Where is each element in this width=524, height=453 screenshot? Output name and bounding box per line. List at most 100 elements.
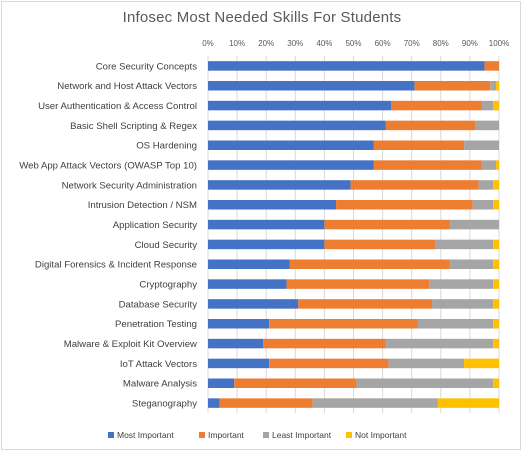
bar-segment xyxy=(481,160,497,170)
bar-segment xyxy=(208,398,220,408)
category-label: OS Hardening xyxy=(136,141,197,152)
category-label: Penetration Testing xyxy=(115,319,197,330)
legend-label: Most Important xyxy=(117,430,174,440)
bar-segment xyxy=(336,200,473,210)
legend-swatch xyxy=(263,432,269,438)
bar-segment xyxy=(286,279,430,289)
category-label: Database Security xyxy=(119,299,198,310)
category-label: Digital Forensics & Incident Response xyxy=(35,260,197,271)
bar-segment xyxy=(208,219,325,230)
bar-segment xyxy=(269,358,389,369)
bar-segment xyxy=(208,299,299,309)
bar-segment xyxy=(298,299,433,309)
x-axis-ticks: 0% 10% 20% 30% 40% 50% 60% 70% 80% 90% 100% xyxy=(202,39,509,48)
bar-segment xyxy=(391,100,482,111)
legend-label: Not Important xyxy=(355,430,407,440)
grid-lines xyxy=(207,56,500,413)
bar-segment xyxy=(490,81,497,91)
category-label: Web App Attack Vectors (OWASP Top 10) xyxy=(19,160,197,171)
category-label: Network and Host Attack Vectors xyxy=(57,81,197,92)
bar-segment xyxy=(208,100,392,111)
category-label: User Authentication & Access Control xyxy=(38,101,197,112)
x-tick-label: 50% xyxy=(345,39,361,48)
x-tick-label: 70% xyxy=(404,39,420,48)
bar-segment xyxy=(478,180,494,190)
bar-segment xyxy=(312,398,438,408)
bar-segment xyxy=(493,259,499,269)
bar-segment xyxy=(373,140,465,150)
bar-segment xyxy=(208,180,351,190)
bar-segment xyxy=(414,81,491,91)
x-tick-label: 90% xyxy=(462,39,478,48)
category-label: Malware & Exploit Kit Overview xyxy=(64,339,197,350)
bar-segment xyxy=(269,319,418,329)
category-label: IoT Attack Vectors xyxy=(120,359,197,370)
category-label: Intrusion Detection / NSM xyxy=(88,200,197,211)
bar-segment xyxy=(208,160,374,170)
bar-segment xyxy=(356,378,494,388)
bar-segment xyxy=(208,140,374,150)
bar-segment xyxy=(493,319,499,329)
bar-segment xyxy=(208,200,337,210)
bar-segment xyxy=(434,239,494,250)
bar-segment xyxy=(289,259,450,269)
x-tick-label: 10% xyxy=(229,39,245,48)
legend-label: Important xyxy=(208,430,245,440)
bar-segment xyxy=(219,398,313,408)
bar-segment xyxy=(324,219,450,230)
bar-segment xyxy=(432,299,494,309)
x-tick-label: 80% xyxy=(433,39,449,48)
bar-segment xyxy=(350,180,479,190)
bar-segment xyxy=(493,239,499,250)
legend-swatch xyxy=(199,432,205,438)
bar-segment xyxy=(208,338,264,349)
bar-segment xyxy=(481,100,494,111)
bar-segment xyxy=(385,120,476,131)
bar-segment xyxy=(208,378,235,388)
x-tick-label: 20% xyxy=(258,39,274,48)
bar-segment xyxy=(493,279,499,289)
bar-segment xyxy=(263,338,386,349)
legend: Most Important Important Least Important No… xyxy=(108,430,407,440)
category-label: Cloud Security xyxy=(135,240,198,251)
bar-segment xyxy=(437,398,499,408)
bar-segment xyxy=(208,259,290,269)
bar-segment xyxy=(493,100,499,111)
bar-segment xyxy=(475,120,499,131)
bar-segment xyxy=(496,81,499,91)
bar-segment xyxy=(208,61,485,71)
x-tick-label: 30% xyxy=(287,39,303,48)
bar-segment xyxy=(493,338,499,349)
x-tick-label: 0% xyxy=(202,39,214,48)
category-label: Malware Analysis xyxy=(123,379,197,390)
bar-segment xyxy=(493,378,499,388)
category-label: Cryptography xyxy=(139,279,197,290)
bar-segment xyxy=(449,259,494,269)
bar-segment xyxy=(493,299,499,309)
bar-segment xyxy=(493,200,499,210)
bar-segment xyxy=(208,120,386,131)
category-label: Basic Shell Scripting & Regex xyxy=(70,121,197,132)
category-labels: Core Security Concepts Network and Host A… xyxy=(19,61,197,409)
bar-segment xyxy=(208,239,325,250)
bar-segment xyxy=(417,319,494,329)
x-tick-label: 60% xyxy=(375,39,391,48)
bar-segment xyxy=(385,338,494,349)
bar-segment xyxy=(464,358,499,369)
bar-segment xyxy=(472,200,494,210)
chart-title: Infosec Most Needed Skills For Students xyxy=(122,9,402,26)
legend-swatch xyxy=(346,432,352,438)
bar-segment xyxy=(208,358,270,369)
bars xyxy=(208,61,499,408)
category-label: Network Security Administration xyxy=(62,180,197,191)
x-tick-label: 40% xyxy=(316,39,332,48)
bar-segment xyxy=(388,358,465,369)
bar-segment xyxy=(234,378,357,388)
bar-segment xyxy=(324,239,435,250)
bar-segment xyxy=(464,140,499,150)
legend-swatch xyxy=(108,432,114,438)
bar-segment xyxy=(493,180,499,190)
category-label: Core Security Concepts xyxy=(96,61,198,72)
category-label: Application Security xyxy=(113,220,197,231)
bar-segment xyxy=(429,279,494,289)
